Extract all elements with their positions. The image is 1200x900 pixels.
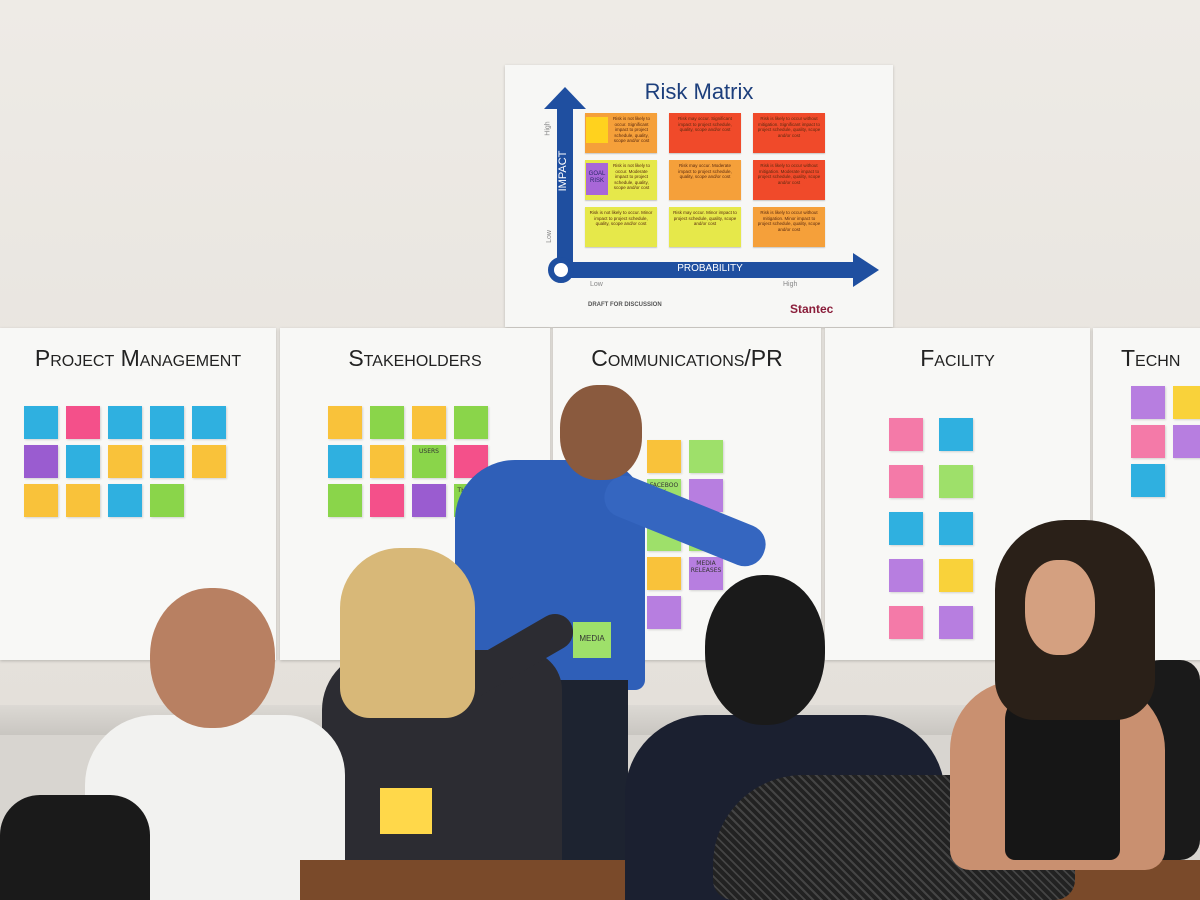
sticky-note — [370, 445, 404, 478]
sticky-note — [889, 512, 923, 545]
sticky-note — [328, 406, 362, 439]
person-bald-head — [150, 588, 275, 728]
sticky-note: USERS — [412, 445, 446, 478]
sticky-note — [647, 557, 681, 590]
sticky-note — [328, 445, 362, 478]
office-chair-left — [0, 795, 150, 900]
poster-title: Techn — [1121, 345, 1181, 371]
impact-axis — [557, 105, 573, 273]
probability-arrow-icon — [853, 253, 879, 287]
sticky-note — [150, 484, 184, 517]
risk-cell: Risk is likely to occur without mitigati… — [753, 113, 825, 153]
sticky-note — [889, 418, 923, 451]
stantec-logo: Stantec — [790, 302, 834, 316]
risk-matrix-title: Risk Matrix — [644, 79, 754, 104]
sticky-note — [1131, 386, 1165, 419]
probability-axis — [563, 262, 853, 278]
sticky-note — [328, 484, 362, 517]
sticky-note — [889, 559, 923, 592]
sticky-note — [192, 445, 226, 478]
axis-origin-circle — [548, 257, 574, 283]
risk-cell: Risk is not likely to occur. Minor impac… — [585, 207, 657, 247]
draft-label: DRAFT FOR DISCUSSION — [588, 302, 662, 308]
sticky-note — [108, 484, 142, 517]
impact-high-label: High — [544, 121, 552, 136]
sticky-note — [412, 406, 446, 439]
sticky-note — [939, 559, 973, 592]
poster-title: Stakeholders — [348, 345, 482, 371]
person-standing-head — [560, 385, 642, 480]
sticky-note — [24, 406, 58, 439]
person-woman-face — [1025, 560, 1095, 655]
sticky-note — [24, 445, 58, 478]
sticky-note — [1173, 386, 1200, 419]
probability-label: PROBABILITY — [677, 263, 743, 274]
sticky-note — [1131, 425, 1165, 458]
sticky-note — [647, 440, 681, 473]
risk-matrix-poster: Risk Matrix IMPACT PROBABILITY High Low … — [505, 65, 893, 327]
sticky-note — [939, 512, 973, 545]
sticky-note-yellow — [380, 788, 432, 834]
sticky-note — [1131, 464, 1165, 497]
risk-cell: Risk may occur. Significant impact to pr… — [669, 113, 741, 153]
impact-low-label: Low — [545, 230, 553, 243]
sticky-note — [66, 484, 100, 517]
sticky-note — [586, 117, 608, 143]
risk-cell: Risk is likely to occur without mitigati… — [753, 207, 825, 247]
sticky-note-media: MEDIA — [573, 622, 611, 658]
sticky-note — [192, 406, 226, 439]
sticky-note-goal-risk: GOAL RISK — [586, 163, 608, 195]
sticky-note — [889, 606, 923, 639]
impact-arrow-icon — [544, 87, 586, 109]
risk-grid: Risk is not likely to occur. Significant… — [585, 113, 825, 247]
poster-title: Facility — [920, 345, 995, 371]
sticky-note — [150, 445, 184, 478]
sticky-note — [24, 484, 58, 517]
sticky-note — [1173, 425, 1200, 458]
sticky-note — [66, 406, 100, 439]
risk-cell: Risk may occur. Moderate impact to proje… — [669, 160, 741, 200]
sticky-note — [66, 445, 100, 478]
sticky-note — [454, 406, 488, 439]
sticky-note — [150, 406, 184, 439]
sticky-note — [370, 484, 404, 517]
poster-title: Project Management — [34, 345, 242, 371]
sticky-note — [689, 440, 723, 473]
sticky-note — [412, 484, 446, 517]
person-woman-blonde-hair — [340, 548, 475, 718]
sticky-note: MEDIA RELEASES — [689, 557, 723, 590]
sticky-note — [939, 418, 973, 451]
impact-label: IMPACT — [557, 150, 569, 192]
sticky-note — [939, 465, 973, 498]
probability-high-label: High — [783, 281, 798, 288]
sticky-note — [108, 406, 142, 439]
sticky-note — [108, 445, 142, 478]
sticky-note — [370, 406, 404, 439]
probability-low-label: Low — [590, 281, 603, 288]
sticky-note — [647, 596, 681, 629]
risk-cell: Risk is likely to occur without mitigati… — [753, 160, 825, 200]
poster-title: Communications/PR — [591, 345, 783, 371]
sticky-note — [889, 465, 923, 498]
sticky-note — [939, 606, 973, 639]
person-dark-head — [705, 575, 825, 725]
risk-cell: Risk may occur. Minor impact to project … — [669, 207, 741, 247]
